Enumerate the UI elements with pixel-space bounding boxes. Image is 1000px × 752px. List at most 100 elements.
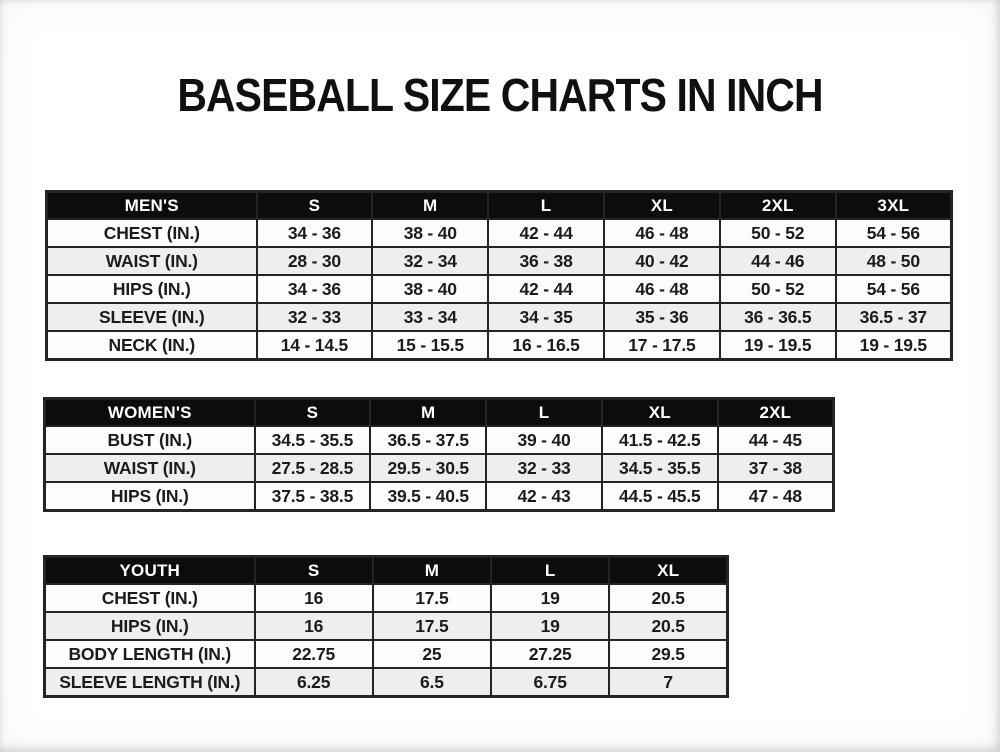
womens-column-header-m: M (369, 397, 488, 427)
youth-table-row: SLEEVE LENGTH (IN.) 6.25 6.5 6.75 7 (43, 667, 729, 698)
row-label-cell: HIPS (IN.) (45, 274, 258, 304)
row-label-cell: BODY LENGTH (IN.) (43, 639, 256, 669)
size-value-cell: 46 - 48 (602, 218, 721, 248)
size-value-cell: 27.25 (489, 639, 611, 669)
size-value-cell: 38 - 40 (371, 274, 490, 304)
womens-column-header-s: S (253, 397, 372, 427)
size-value-cell: 39.5 - 40.5 (369, 481, 488, 512)
mens-table-row: HIPS (IN.) 34 - 36 38 - 40 42 - 44 46 - 48 50… (45, 274, 953, 304)
youth-table-row: HIPS (IN.) 16 17.5 19 20.5 (43, 611, 729, 641)
youth-header-row: YOUTH S M L XL (43, 555, 729, 585)
size-value-cell: 36 - 38 (487, 246, 605, 276)
mens-table-row: SLEEVE (IN.) 32 - 33 33 - 34 34 - 35 35 - 36… (45, 302, 953, 332)
mens-column-header-s: S (255, 190, 374, 220)
size-value-cell: 54 - 56 (834, 274, 953, 304)
youth-table-row: BODY LENGTH (IN.) 22.75 25 27.25 29.5 (43, 639, 729, 669)
size-value-cell: 19 (489, 583, 611, 613)
size-value-cell: 44.5 - 45.5 (600, 481, 719, 512)
youth-table-row: CHEST (IN.) 16 17.5 19 20.5 (43, 583, 729, 613)
size-value-cell: 16 (253, 583, 374, 613)
youth-column-header-m: M (371, 555, 493, 585)
size-value-cell: 22.75 (253, 639, 374, 669)
size-value-cell: 42 - 43 (485, 481, 603, 512)
size-value-cell: 6.25 (253, 667, 374, 698)
mens-size-table: MEN'S S M L XL 2XL 3XL CHEST (IN.) 34 - 36 38 - 4… (45, 190, 953, 361)
womens-table-row: BUST (IN.) 34.5 - 35.5 36.5 - 37.5 39 - 40 4… (43, 425, 835, 455)
youth-column-header-l: L (489, 555, 611, 585)
size-value-cell: 36.5 - 37 (834, 302, 953, 332)
size-value-cell: 34 - 36 (255, 218, 374, 248)
size-value-cell: 19 - 19.5 (834, 330, 953, 361)
mens-column-header-l: L (487, 190, 605, 220)
size-value-cell: 34 - 35 (487, 302, 605, 332)
mens-table-title-cell: MEN'S (45, 190, 258, 220)
row-label-cell: NECK (IN.) (45, 330, 258, 361)
womens-table-title-cell: WOMEN'S (43, 397, 256, 427)
size-value-cell: 34.5 - 35.5 (600, 453, 719, 483)
youth-column-header-s: S (253, 555, 374, 585)
womens-column-header-l: L (485, 397, 603, 427)
womens-table-row: WAIST (IN.) 27.5 - 28.5 29.5 - 30.5 32 - 33… (43, 453, 835, 483)
size-value-cell: 42 - 44 (487, 218, 605, 248)
size-value-cell: 19 (489, 611, 611, 641)
size-value-cell: 37 - 38 (716, 453, 835, 483)
row-label-cell: HIPS (IN.) (43, 481, 256, 512)
size-value-cell: 29.5 - 30.5 (369, 453, 488, 483)
mens-column-header-xl: XL (602, 190, 721, 220)
row-label-cell: WAIST (IN.) (43, 453, 256, 483)
size-value-cell: 25 (371, 639, 493, 669)
size-value-cell: 40 - 42 (602, 246, 721, 276)
mens-column-header-2xl: 2XL (718, 190, 837, 220)
size-value-cell: 35 - 36 (602, 302, 721, 332)
youth-table-title-cell: YOUTH (43, 555, 256, 585)
size-value-cell: 29.5 (608, 639, 729, 669)
size-value-cell: 48 - 50 (834, 246, 953, 276)
mens-table-row: CHEST (IN.) 34 - 36 38 - 40 42 - 44 46 - 48 5… (45, 218, 953, 248)
size-value-cell: 37.5 - 38.5 (253, 481, 372, 512)
size-value-cell: 34 - 36 (255, 274, 374, 304)
mens-table-row: WAIST (IN.) 28 - 30 32 - 34 36 - 38 40 - 42 4… (45, 246, 953, 276)
row-label-cell: BUST (IN.) (43, 425, 256, 455)
size-value-cell: 27.5 - 28.5 (253, 453, 372, 483)
size-value-cell: 15 - 15.5 (371, 330, 490, 361)
size-value-cell: 20.5 (608, 583, 729, 613)
size-value-cell: 7 (608, 667, 729, 698)
mens-header-row: MEN'S S M L XL 2XL 3XL (45, 190, 953, 220)
size-value-cell: 42 - 44 (487, 274, 605, 304)
youth-size-table: YOUTH S M L XL CHEST (IN.) 16 17.5 19 20.5 HIPS (I… (43, 555, 729, 698)
size-value-cell: 34.5 - 35.5 (253, 425, 372, 455)
size-value-cell: 16 - 16.5 (487, 330, 605, 361)
womens-table-row: HIPS (IN.) 37.5 - 38.5 39.5 - 40.5 42 - 43 4… (43, 481, 835, 512)
size-value-cell: 6.5 (371, 667, 493, 698)
size-value-cell: 17.5 (371, 583, 493, 613)
size-value-cell: 50 - 52 (718, 274, 837, 304)
size-value-cell: 17.5 (371, 611, 493, 641)
size-value-cell: 50 - 52 (718, 218, 837, 248)
size-value-cell: 41.5 - 42.5 (600, 425, 719, 455)
size-value-cell: 38 - 40 (371, 218, 490, 248)
size-value-cell: 28 - 30 (255, 246, 374, 276)
mens-column-header-m: M (371, 190, 490, 220)
womens-header-row: WOMEN'S S M L XL 2XL (43, 397, 835, 427)
size-value-cell: 33 - 34 (371, 302, 490, 332)
mens-table-row: NECK (IN.) 14 - 14.5 15 - 15.5 16 - 16.5 17 … (45, 330, 953, 361)
womens-column-header-2xl: 2XL (716, 397, 835, 427)
size-value-cell: 32 - 33 (485, 453, 603, 483)
size-value-cell: 54 - 56 (834, 218, 953, 248)
size-value-cell: 19 - 19.5 (718, 330, 837, 361)
size-value-cell: 20.5 (608, 611, 729, 641)
womens-size-table: WOMEN'S S M L XL 2XL BUST (IN.) 34.5 - 35.5 36.5… (43, 397, 835, 512)
row-label-cell: HIPS (IN.) (43, 611, 256, 641)
row-label-cell: CHEST (IN.) (45, 218, 258, 248)
size-value-cell: 32 - 34 (371, 246, 490, 276)
size-value-cell: 44 - 46 (718, 246, 837, 276)
size-value-cell: 36.5 - 37.5 (369, 425, 488, 455)
row-label-cell: SLEEVE (IN.) (45, 302, 258, 332)
size-value-cell: 44 - 45 (716, 425, 835, 455)
size-value-cell: 17 - 17.5 (602, 330, 721, 361)
youth-column-header-xl: XL (608, 555, 729, 585)
size-value-cell: 39 - 40 (485, 425, 603, 455)
size-value-cell: 36 - 36.5 (718, 302, 837, 332)
size-value-cell: 6.75 (489, 667, 611, 698)
size-value-cell: 46 - 48 (602, 274, 721, 304)
